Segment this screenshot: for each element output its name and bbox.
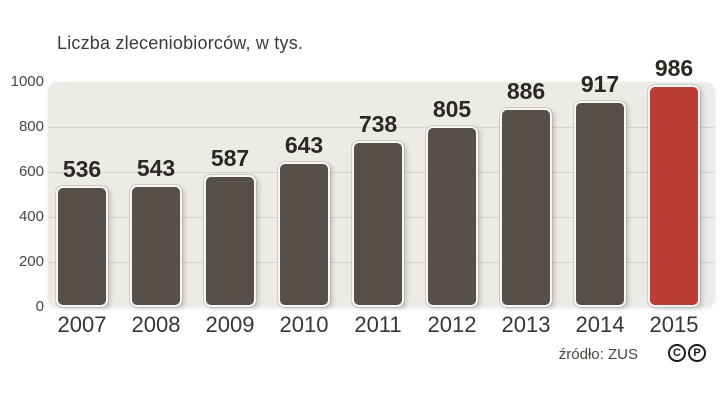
bar-value-label-2009: 587	[210, 144, 250, 171]
gridline-800	[48, 126, 715, 128]
bar-2010	[278, 162, 330, 307]
x-tick-label-2013: 2013	[501, 312, 551, 337]
y-tick-label-200: 200	[18, 253, 44, 270]
x-tick-label-2012: 2012	[427, 312, 477, 337]
y-tick-label-400: 400	[18, 208, 44, 225]
bar-value-label-2015: 986	[654, 55, 694, 82]
bar-value-label-2008: 543	[136, 154, 176, 181]
copyright-p-icon: P	[688, 344, 706, 362]
bar-2013	[500, 107, 552, 307]
chart-title: Liczba zleceniobiorców, w tys.	[57, 33, 304, 53]
x-tick-label-2008: 2008	[131, 312, 181, 337]
bar-2008	[130, 184, 182, 307]
x-tick-label-2014: 2014	[575, 312, 625, 337]
copyright-badge: C P	[668, 344, 706, 362]
y-tick-label-1000: 1000	[10, 73, 44, 90]
y-tick-label-800: 800	[18, 118, 44, 135]
bar-value-label-2007: 536	[62, 156, 102, 183]
y-tick-label-0: 0	[35, 298, 44, 315]
bar-value-label-2014: 917	[580, 70, 620, 97]
bar-value-label-2010: 643	[284, 132, 324, 159]
bar-value-label-2013: 886	[506, 77, 546, 104]
x-tick-label-2010: 2010	[279, 312, 329, 337]
bar-2012	[426, 125, 478, 307]
bar-value-label-2011: 738	[358, 110, 398, 137]
x-tick-label-2015: 2015	[649, 312, 699, 337]
bar-value-label-2012: 805	[432, 95, 472, 122]
bar-2007	[56, 186, 108, 307]
copyright-c-icon: C	[668, 344, 686, 362]
bar-2015	[648, 85, 700, 307]
bar-2009	[204, 174, 256, 307]
source-note: źródło: ZUS	[558, 346, 638, 363]
x-tick-label-2009: 2009	[205, 312, 255, 337]
bar-2011	[352, 140, 404, 307]
x-tick-label-2011: 2011	[354, 312, 402, 337]
bar-2014	[574, 100, 626, 307]
x-tick-label-2007: 2007	[57, 312, 107, 337]
y-tick-label-600: 600	[18, 163, 44, 180]
